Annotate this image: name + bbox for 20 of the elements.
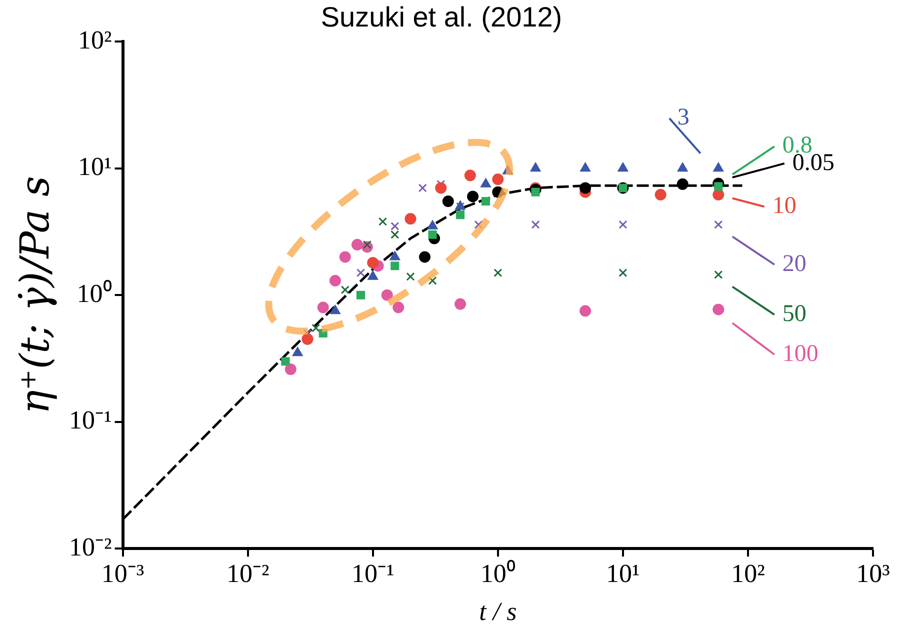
- x-tick-label: 10³: [856, 559, 890, 588]
- y-tick-label: 10⁻¹: [69, 406, 112, 435]
- x-tick-label: 10⁻³: [101, 559, 144, 588]
- legend-label: 20: [782, 250, 806, 277]
- chart-title: Suzuki et al. (2012): [320, 2, 562, 33]
- y-tick-label: 10⁻²: [69, 532, 112, 562]
- y-axis-title: η⁺(t; γ̇)/Pa s: [12, 176, 58, 414]
- x-tick-label: 10⁰: [480, 559, 516, 588]
- y-tick-label: 10²: [78, 25, 112, 54]
- x-tick-label: 10⁻¹: [351, 559, 394, 588]
- x-tick-label: 10⁻²: [226, 559, 270, 588]
- legend-label: 10: [772, 192, 796, 219]
- y-tick-label: 10¹: [78, 152, 112, 182]
- legend-label: 50: [782, 300, 806, 327]
- y-tick-label: 10⁰: [76, 278, 112, 308]
- legend-label: 100: [782, 340, 818, 367]
- series-label: 3: [677, 104, 690, 131]
- x-tick-label: 10²: [731, 559, 766, 588]
- x-tick-label: 10¹: [606, 559, 640, 588]
- x-axis-title: t / s: [479, 597, 517, 626]
